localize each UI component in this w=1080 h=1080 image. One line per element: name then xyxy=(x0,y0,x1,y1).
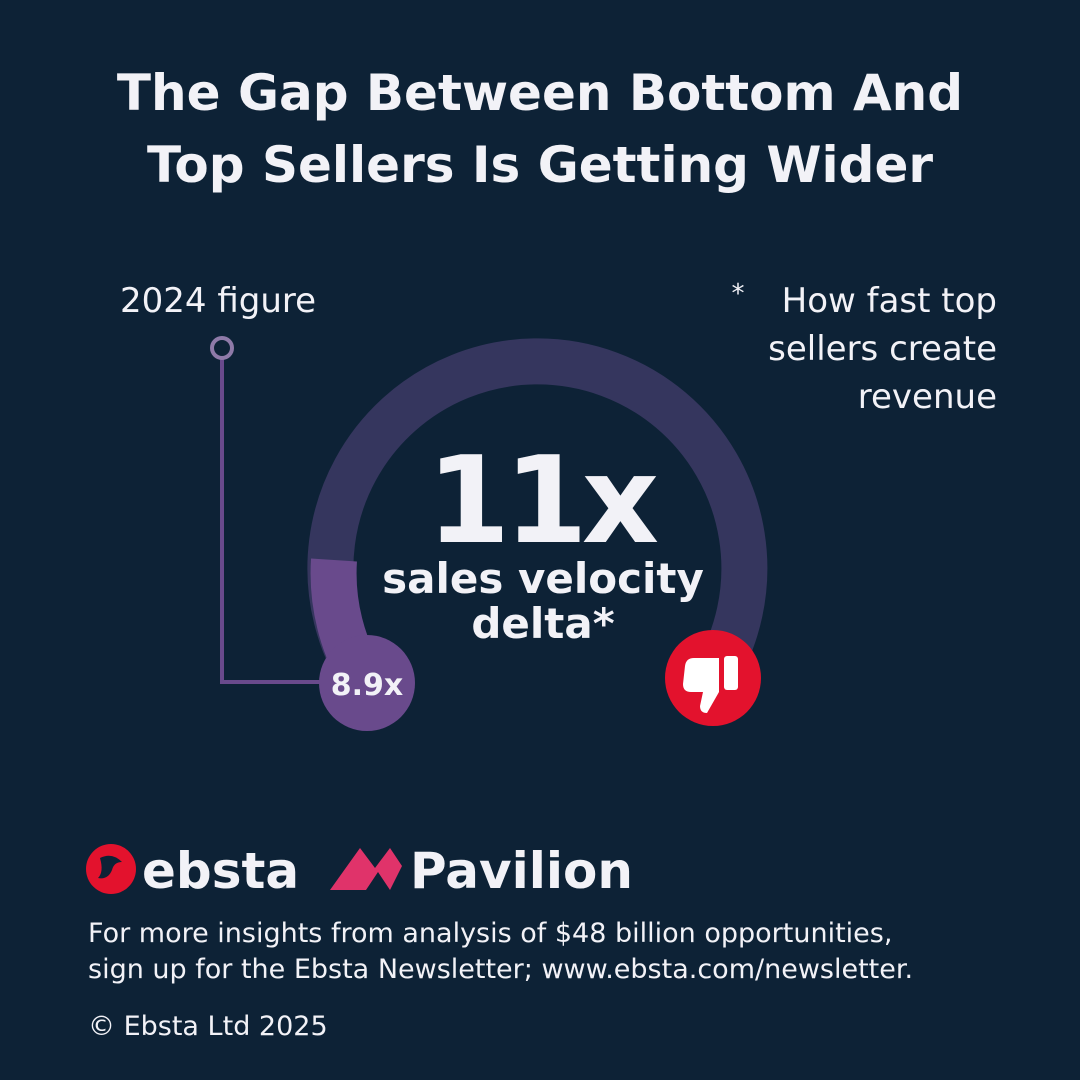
note-line: How fast top xyxy=(782,281,997,321)
title-line: The Gap Between Bottom And xyxy=(117,64,963,122)
logo-text: ebsta xyxy=(142,842,299,900)
copyright: © Ebsta Ltd 2025 xyxy=(88,1011,328,1042)
figure-label: 2024 figure xyxy=(120,281,316,321)
previous-badge xyxy=(319,635,415,731)
note-marker: * xyxy=(732,279,745,309)
pavilion-icon xyxy=(330,848,402,890)
ebsta-icon-detail xyxy=(98,855,122,879)
headline-value: 11x xyxy=(427,432,658,571)
previous-value: 8.9x xyxy=(331,668,404,703)
connector-line xyxy=(220,358,330,684)
caption-line: sales velocity xyxy=(382,554,704,603)
footer-line: sign up for the Ebsta Newsletter; www.eb… xyxy=(88,954,913,985)
thumbs-down-icon xyxy=(683,656,738,713)
connector-dot xyxy=(210,336,234,360)
footer-line: For more insights from analysis of $48 b… xyxy=(88,918,892,949)
note-line: revenue xyxy=(858,377,997,417)
logo-text: Pavilion xyxy=(410,842,633,900)
title-line: Top Sellers Is Getting Wider xyxy=(147,136,933,194)
gauge-ring xyxy=(307,338,768,696)
caption-line: delta* xyxy=(471,599,614,648)
note-line: sellers create xyxy=(768,329,997,369)
